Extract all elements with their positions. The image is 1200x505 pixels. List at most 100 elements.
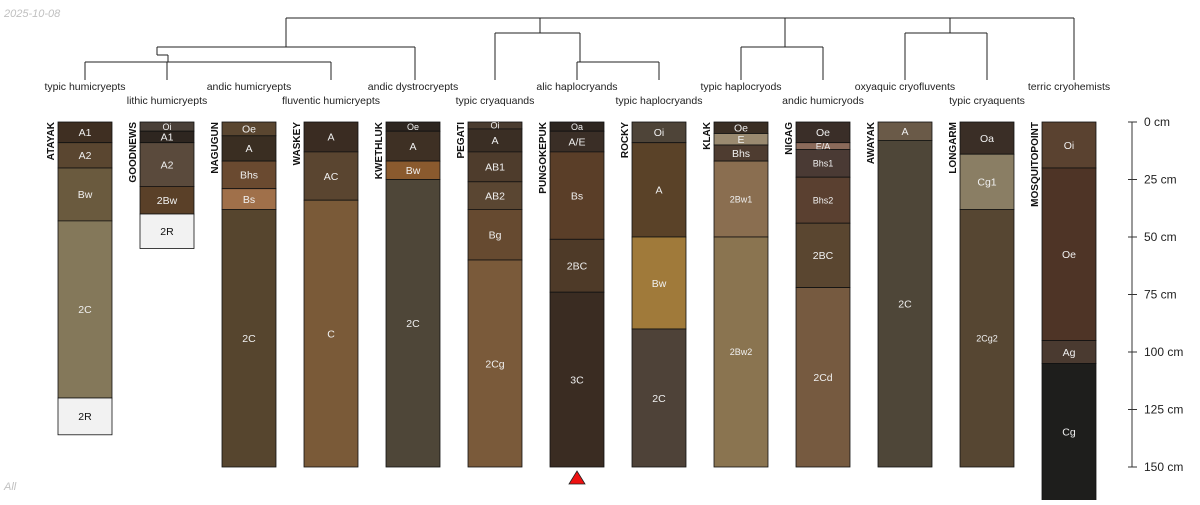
horizon-bs: Bs xyxy=(221,188,277,210)
profile-klak: KLAK OeE Bhs 2Bw1 2Bw2 xyxy=(702,121,769,468)
horizon-label: 2Cg xyxy=(485,358,504,370)
horizon-a2: A2 xyxy=(57,142,113,169)
taxon-label-pegati: typic cryaquands xyxy=(456,95,535,107)
horizon-oe: Oe xyxy=(795,121,851,144)
horizon-fill xyxy=(795,149,851,178)
profile-name: NAGUGUN xyxy=(210,122,221,174)
profile-mosquitopoint: MOSQUITOPOINT Oi Oe Ag Cg xyxy=(1030,121,1097,503)
taxon-label-mosquitopoint: terric cryohemists xyxy=(1028,81,1110,93)
horizon-label: 2C xyxy=(652,393,666,405)
taxon-label-longarm: typic cryaquents xyxy=(949,95,1025,107)
horizon-label: A xyxy=(327,132,334,144)
horizon-2bw: 2Bw xyxy=(139,185,195,215)
horizon-fill xyxy=(1041,363,1097,503)
taxon-label-rocky: typic haplocryands xyxy=(616,95,703,107)
horizon-fill xyxy=(221,135,277,162)
horizon-a1: A1 xyxy=(57,121,113,144)
horizon-bg: Bg xyxy=(467,208,523,261)
horizon-label: AB2 xyxy=(485,190,505,202)
horizon-fill xyxy=(385,179,441,468)
horizon-fill xyxy=(1041,121,1097,169)
horizon-label: Oi xyxy=(654,127,665,139)
horizon-label: Oe xyxy=(734,123,748,135)
horizon-2cd: 2Cd xyxy=(795,287,851,468)
profile-longarm: LONGARM Oa Cg1 2Cg2 xyxy=(948,121,1015,468)
horizon-fill xyxy=(303,121,359,153)
horizon-fill xyxy=(877,139,933,468)
horizon-label: A2 xyxy=(79,150,92,162)
horizon-oa: Oa xyxy=(549,121,605,132)
horizon-a2: A2 xyxy=(139,142,195,187)
profile-pegati: PEGATI Oi A AB1 AB2 Bg 2Cg xyxy=(456,121,523,468)
horizon-a: A xyxy=(877,121,933,141)
horizon-2c: 2C xyxy=(57,220,113,399)
horizon-label: A1 xyxy=(161,132,174,144)
profile-name: PUNGOKEPUK xyxy=(538,121,549,193)
horizon-label: Bw xyxy=(78,189,93,201)
horizon-label: 2BC xyxy=(813,250,834,262)
horizon-label: 2Bw xyxy=(157,195,178,207)
horizon-oa: Oa xyxy=(959,121,1015,155)
horizon-2r: 2R xyxy=(57,397,113,436)
horizon-label: Bhs2 xyxy=(813,195,834,205)
horizon-fill xyxy=(795,222,851,288)
profile-name: PEGATI xyxy=(456,122,467,159)
taxon-label-nigag: andic humicryods xyxy=(782,95,864,107)
depth-tick-label: 100 cm xyxy=(1144,345,1183,359)
horizon-label: Cg xyxy=(1062,427,1076,439)
horizon-oe: Oe xyxy=(713,121,769,135)
horizon-label: Oa xyxy=(980,133,994,145)
horizon-label: 2C xyxy=(898,298,912,310)
horizon-ag: Ag xyxy=(1041,340,1097,364)
taxon-label-klak: typic haplocryods xyxy=(700,81,781,93)
depth-tick-label: 125 cm xyxy=(1144,403,1183,417)
horizon-2c: 2C xyxy=(877,139,933,468)
profile-rocky: ROCKY Oi A Bw 2C xyxy=(620,121,687,468)
horizon-fill xyxy=(221,208,277,468)
profile-name: MOSQUITOPOINT xyxy=(1030,122,1041,207)
profile-name: KLAK xyxy=(702,121,713,150)
horizon-fill xyxy=(139,213,195,249)
horizon-label: Bw xyxy=(652,278,667,290)
profile-pungokepuk: PUNGOKEPUK Oa A/E Bs 2BC 3C xyxy=(538,121,605,468)
taxon-label-nagugun: andic humicryepts xyxy=(207,81,292,93)
horizon-fill xyxy=(57,397,113,436)
horizon-label: Bw xyxy=(406,165,421,177)
horizon-ac: AC xyxy=(303,151,359,201)
horizon-2c: 2C xyxy=(631,328,687,468)
horizon-fill xyxy=(959,121,1015,155)
horizon-fill xyxy=(467,181,523,210)
horizon-label: Bhs xyxy=(732,148,750,160)
horizon-label: Bg xyxy=(489,229,502,241)
profile-name: GOODNEWS xyxy=(128,122,139,183)
horizon-bw: Bw xyxy=(385,160,441,180)
profile-awayak: AWAYAK A 2C xyxy=(866,121,933,468)
horizon-2cg2: 2Cg2 xyxy=(959,208,1015,468)
horizon-bhs2: Bhs2 xyxy=(795,176,851,224)
horizon-label: 2C xyxy=(78,304,92,316)
horizon-label: Cg1 xyxy=(977,177,996,189)
horizon-label: AC xyxy=(324,171,339,183)
horizon-label: Ag xyxy=(1063,347,1076,359)
horizon-a: A xyxy=(631,142,687,238)
horizon-label: 2Bw1 xyxy=(730,194,753,204)
horizon-oi: Oi xyxy=(139,121,195,132)
horizon-fill xyxy=(467,259,523,468)
taxon-label-awayak: oxyaquic cryofluvents xyxy=(855,81,955,93)
horizon-label: Oe xyxy=(1062,249,1076,261)
horizon-label: Oi xyxy=(163,122,172,132)
horizon-a: A xyxy=(467,128,523,153)
horizon-fill xyxy=(221,160,277,190)
horizon-label: A2 xyxy=(161,159,174,171)
horizon-label: A xyxy=(409,141,416,153)
horizon-label: Oe xyxy=(816,127,830,139)
horizon-bhs: Bhs xyxy=(221,160,277,190)
horizon-2bw2: 2Bw2 xyxy=(713,236,769,468)
horizon-2bc: 2BC xyxy=(795,222,851,288)
profile-atayak: ATAYAK A1 A2 Bw 2C 2R xyxy=(46,121,113,436)
profile-name: LONGARM xyxy=(948,122,959,174)
horizon-label: 2R xyxy=(78,411,92,423)
horizon-label: 2C xyxy=(406,318,420,330)
